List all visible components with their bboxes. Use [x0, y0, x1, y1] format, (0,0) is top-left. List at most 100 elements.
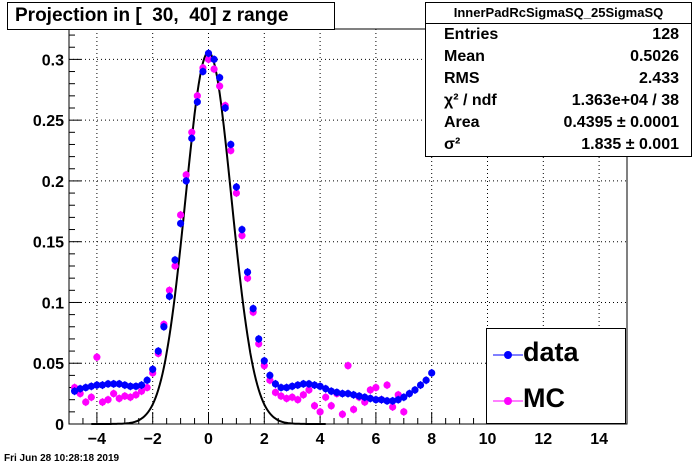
mc-point	[294, 396, 302, 404]
x-tick-label: −2	[144, 431, 162, 448]
data-point	[182, 177, 190, 185]
data-point	[327, 387, 335, 395]
mc-point	[93, 353, 101, 361]
stats-box: InnerPadRcSigmaSQ_25SigmaSQ Entries 128 …	[425, 2, 692, 157]
data-point	[344, 390, 352, 398]
data-point	[165, 292, 174, 300]
data-point	[400, 393, 408, 401]
mc-point	[143, 383, 151, 392]
data-point	[104, 380, 112, 388]
mc-point	[243, 274, 252, 282]
data-point	[422, 376, 430, 384]
stats-row-sigma2: σ² 1.835 ± 0.001	[426, 134, 691, 156]
x-tick-label: 10	[479, 431, 497, 448]
mc-point	[121, 392, 129, 400]
data-point	[366, 394, 374, 403]
mc-point	[322, 393, 330, 401]
mc-point	[277, 392, 285, 400]
data-point	[266, 371, 274, 379]
data-point	[249, 304, 257, 313]
stats-label: Area	[444, 114, 480, 131]
mc-point	[182, 171, 190, 179]
data-point	[405, 390, 413, 398]
data-point	[132, 382, 140, 390]
data-point	[76, 385, 84, 393]
data-point	[188, 134, 196, 142]
stats-value: 128	[652, 26, 679, 43]
data-point	[377, 396, 386, 404]
data-point	[238, 225, 246, 234]
data-point	[428, 369, 436, 377]
data-point	[349, 391, 358, 399]
x-tick-label: 4	[316, 431, 325, 448]
data-point	[361, 393, 369, 401]
data-point	[126, 382, 134, 390]
mc-point	[110, 390, 118, 398]
data-point	[283, 383, 291, 392]
x-tick-label: 8	[427, 431, 436, 448]
legend-entry-mc: MC	[487, 381, 627, 421]
data-point	[316, 382, 324, 390]
data-point	[137, 381, 146, 389]
mc-point	[227, 146, 235, 155]
mc-point	[400, 408, 408, 416]
data-point	[70, 387, 79, 395]
mc-point	[193, 92, 201, 100]
data-point	[255, 335, 263, 343]
y-tick-label: 0	[55, 417, 64, 434]
mc-point	[165, 286, 174, 294]
mc-point	[171, 262, 179, 270]
legend-entry-data: data	[487, 335, 627, 375]
data-point	[416, 381, 425, 389]
mc-point	[204, 55, 213, 63]
stats-row-mean: Mean 0.5026	[426, 46, 691, 68]
x-tick-label: 12	[534, 431, 552, 448]
stats-value: 2.433	[638, 70, 679, 87]
y-tick-label: 0.2	[42, 174, 64, 191]
mc-point	[232, 189, 240, 197]
stats-value: 1.835 ± 0.001	[581, 136, 679, 153]
y-tick-label: 0.3	[42, 52, 64, 69]
data-point	[121, 381, 129, 389]
data-point	[199, 67, 207, 76]
stats-label: RMS	[444, 70, 480, 87]
data-point	[115, 380, 123, 388]
mc-point	[132, 391, 140, 399]
legend: data MC	[486, 328, 626, 424]
mc-point	[283, 394, 291, 403]
mc-point	[383, 381, 391, 389]
data-point	[288, 382, 296, 390]
data-point	[271, 380, 280, 388]
data-point	[305, 380, 313, 388]
data-point	[310, 381, 319, 389]
data-point	[154, 347, 162, 355]
data-point	[299, 380, 307, 388]
data-point	[389, 397, 397, 405]
data-series	[70, 49, 436, 405]
mc-point	[305, 386, 313, 394]
data-point	[110, 380, 118, 388]
mc-point	[310, 402, 319, 410]
stats-label: σ²	[444, 136, 461, 153]
y-tick-label: 0.15	[33, 235, 64, 252]
data-point	[411, 386, 419, 394]
data-point	[143, 376, 151, 384]
data-point	[82, 383, 90, 392]
stats-label: χ² / ndf	[444, 92, 497, 109]
data-point	[383, 397, 391, 405]
data-point	[394, 396, 402, 404]
mc-point	[177, 211, 185, 219]
data-point	[204, 49, 213, 57]
stats-label: Mean	[444, 48, 485, 65]
x-tick-label: 14	[590, 431, 608, 448]
stats-row-chi2: χ² / ndf 1.363e+04 / 38	[426, 90, 691, 112]
tick-labels: −4 −2 0 2 4 6 8 10 12 14 0.05 0.1 0.15 0.2 0.25 0.3 0	[33, 52, 608, 448]
mc-point	[316, 408, 324, 416]
y-tick-label: 0.1	[42, 295, 64, 312]
mc-point	[338, 410, 347, 418]
stats-row-area: Area 0.4395 ± 0.0001	[426, 112, 691, 134]
data-point	[232, 183, 240, 191]
mc-point	[104, 396, 112, 404]
data-point	[333, 388, 341, 396]
mc-point	[366, 386, 374, 394]
